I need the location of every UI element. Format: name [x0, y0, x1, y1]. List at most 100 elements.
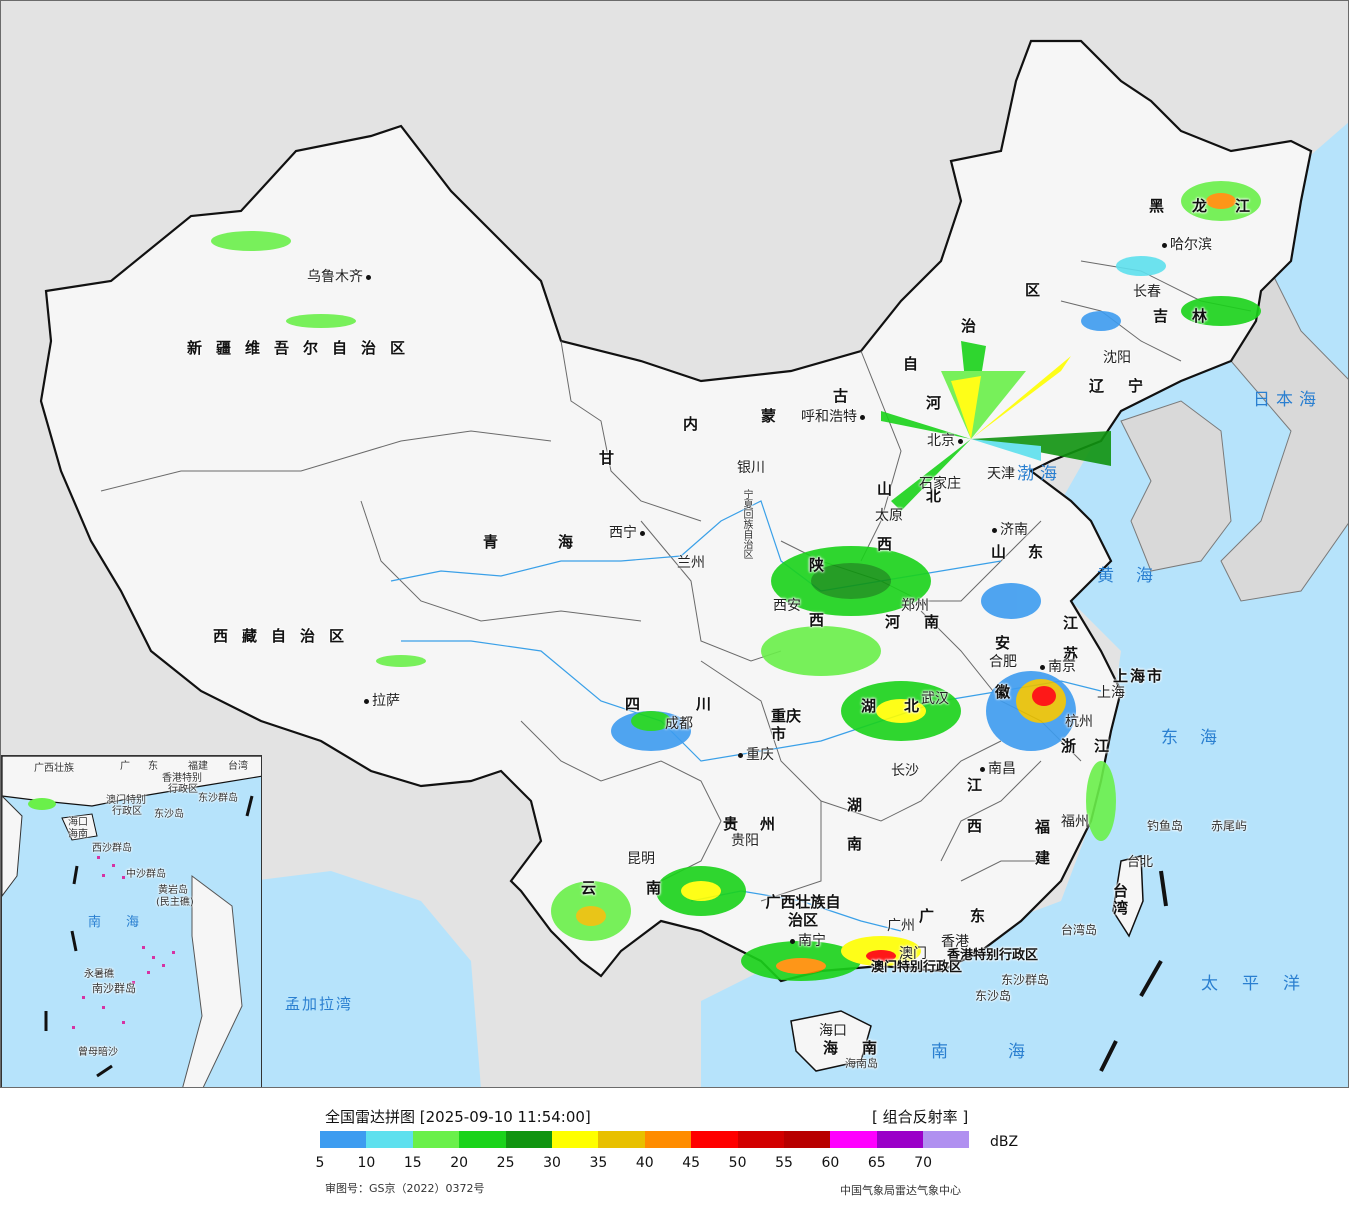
color-tick-label: 20	[450, 1155, 469, 1171]
inset-label-dong: 东	[148, 761, 158, 772]
region-label-xizang: 西藏自治区	[213, 627, 359, 645]
region-label-shaanxi: 陕西	[807, 557, 825, 667]
city-lhasa: 拉萨	[361, 694, 400, 708]
island-label-taiwan: 台湾岛	[1061, 923, 1098, 937]
region-label-zhejiang: 浙江	[1061, 737, 1128, 755]
sea-label-south-china-sea: 南海	[931, 1042, 1085, 1062]
city-shenyang: 沈阳	[1103, 350, 1131, 366]
inset-label-hai: 海	[126, 915, 144, 930]
island-label-hainan: 海南岛	[845, 1057, 878, 1070]
region-label-sichuan: 四川	[625, 695, 768, 713]
color-swatch-35	[598, 1131, 645, 1148]
region-label-taiwan: 台湾	[1111, 883, 1129, 917]
city-chongqing: 重庆	[735, 748, 774, 762]
region-label-hebei: 河北	[924, 395, 942, 581]
color-swatch-15	[412, 1131, 460, 1148]
city-hongkong: 香港	[941, 934, 969, 950]
inset-label-macau: 澳门特别	[106, 795, 146, 806]
color-swatch-65	[876, 1131, 924, 1148]
color-tick-label: 5	[315, 1155, 325, 1171]
inset-label-fujian: 福建	[188, 761, 208, 772]
region-label-neimenggu-b: 蒙	[761, 407, 777, 425]
color-swatch-5	[320, 1131, 367, 1148]
color-tick-label: 70	[914, 1155, 933, 1171]
region-label-liaoning: 辽宁	[1089, 377, 1168, 395]
color-tick-label: 45	[682, 1155, 701, 1171]
color-tick-label: 60	[821, 1155, 840, 1171]
region-label-hunan: 湖南	[845, 797, 863, 875]
inset-label-yongshu: 永暑礁	[84, 969, 114, 980]
city-xining: 西宁	[609, 526, 648, 540]
sea-label-sea-of-japan: 日本海	[1253, 390, 1322, 410]
color-tick-label: 10	[357, 1155, 376, 1171]
color-tick-label: 35	[589, 1155, 608, 1171]
region-label-jiangxi: 江西	[965, 777, 983, 859]
region-label-anhui: 安徽	[993, 635, 1011, 733]
city-hefei: 合肥	[989, 654, 1017, 670]
city-changsha: 长沙	[891, 763, 919, 779]
sea-label-yellow-sea: 黄海	[1097, 566, 1175, 586]
city-guangzhou: 广州	[887, 918, 915, 934]
region-label-aomen: 澳门特别行政区	[871, 960, 963, 975]
color-swatch-25	[505, 1131, 552, 1148]
region-label-guangxi: 广西壮族自治区	[765, 893, 841, 929]
sea-label-east-china-sea: 东海	[1161, 728, 1239, 748]
region-label-fujian: 福建	[1033, 819, 1051, 881]
inset-map	[2, 756, 261, 1087]
sea-label-bohai: 渤海	[1017, 464, 1063, 484]
city-beijing: 北京	[927, 434, 966, 448]
region-label-yunnan: 云南	[581, 879, 712, 897]
region-label-shanghai: 上海市	[1113, 667, 1165, 685]
inset-label-xisha: 西沙群岛	[92, 843, 132, 854]
region-label-neimenggu-f: 区	[1025, 281, 1041, 299]
inset-label-haikou: 海口	[68, 817, 88, 828]
region-label-shanxi: 山西	[875, 481, 893, 591]
island-label-dongsha-islands: 东沙群岛	[1001, 973, 1050, 987]
region-label-shandong: 山东	[991, 543, 1066, 561]
city-kunming: 昆明	[627, 851, 655, 867]
legend: 全国雷达拼图 [2025-09-10 11:54:00] [ 组合反射率 ] d…	[0, 1088, 1349, 1208]
city-jinan: 济南	[989, 523, 1028, 537]
region-label-xinjiang: 新疆维吾尔自治区	[187, 339, 420, 357]
inset-label-hk: 香港特别	[162, 773, 202, 784]
inset-label-hainan: 海南	[68, 829, 88, 840]
city-xian: 西安	[773, 598, 801, 614]
inset-label-hk-sar: 行政区	[168, 784, 198, 795]
color-swatch-55	[783, 1131, 831, 1148]
sea-label-bay-of-bengal: 孟加拉湾	[285, 995, 354, 1013]
region-label-neimenggu-d: 自	[903, 355, 919, 373]
island-label-diaoyu: 钓鱼岛	[1147, 819, 1184, 833]
hainan-island	[790, 1010, 872, 1072]
korea-land	[1120, 400, 1232, 572]
bay-of-bengal	[251, 871, 481, 1087]
color-tick-label: 55	[775, 1155, 793, 1171]
inset-label-zengmu: 曾母暗沙	[78, 1047, 118, 1058]
region-label-neimenggu-c: 古	[833, 387, 849, 405]
region-label-chongqing: 重庆市	[771, 707, 802, 743]
region-label-guangdong: 广东	[919, 907, 1022, 925]
region-label-hubei: 湖北	[861, 697, 948, 715]
city-fuzhou: 福州	[1061, 814, 1089, 830]
south-china-sea-inset: 广西壮族 广 东 福建 台湾 香港特别 行政区 澳门特别 行政区 东沙群岛 东沙…	[1, 755, 262, 1087]
color-tick-label: 40	[635, 1155, 654, 1171]
inset-label-minzhu: (民主礁)	[156, 897, 194, 908]
inset-label-guang: 广	[120, 761, 130, 772]
region-label-jiangsu: 江苏	[1061, 615, 1079, 677]
color-swatch-70	[923, 1131, 970, 1148]
city-taipei: 台北	[1127, 855, 1154, 870]
region-label-neimenggu-e: 治	[961, 317, 977, 335]
city-macau: 澳门	[899, 946, 927, 962]
inset-label-huangyan: 黄岩岛	[158, 885, 188, 896]
radar-echoes	[211, 181, 1261, 981]
color-swatch-50	[737, 1131, 784, 1148]
city-chengdu: 成都	[665, 716, 693, 732]
taiwan-island	[1112, 855, 1144, 938]
review-number: 审图号：GS京（2022）0372号	[325, 1182, 485, 1195]
region-label-qinghai: 青海	[483, 533, 634, 551]
inset-label-macau-sar: 行政区	[112, 806, 142, 817]
legend-title: 全国雷达拼图 [2025-09-10 11:54:00]	[325, 1108, 591, 1126]
color-tick-label: 65	[867, 1155, 886, 1171]
city-lanzhou: 兰州	[677, 555, 705, 571]
city-tianjin: 天津	[987, 466, 1015, 482]
city-taiyuan: 太原	[875, 508, 903, 524]
